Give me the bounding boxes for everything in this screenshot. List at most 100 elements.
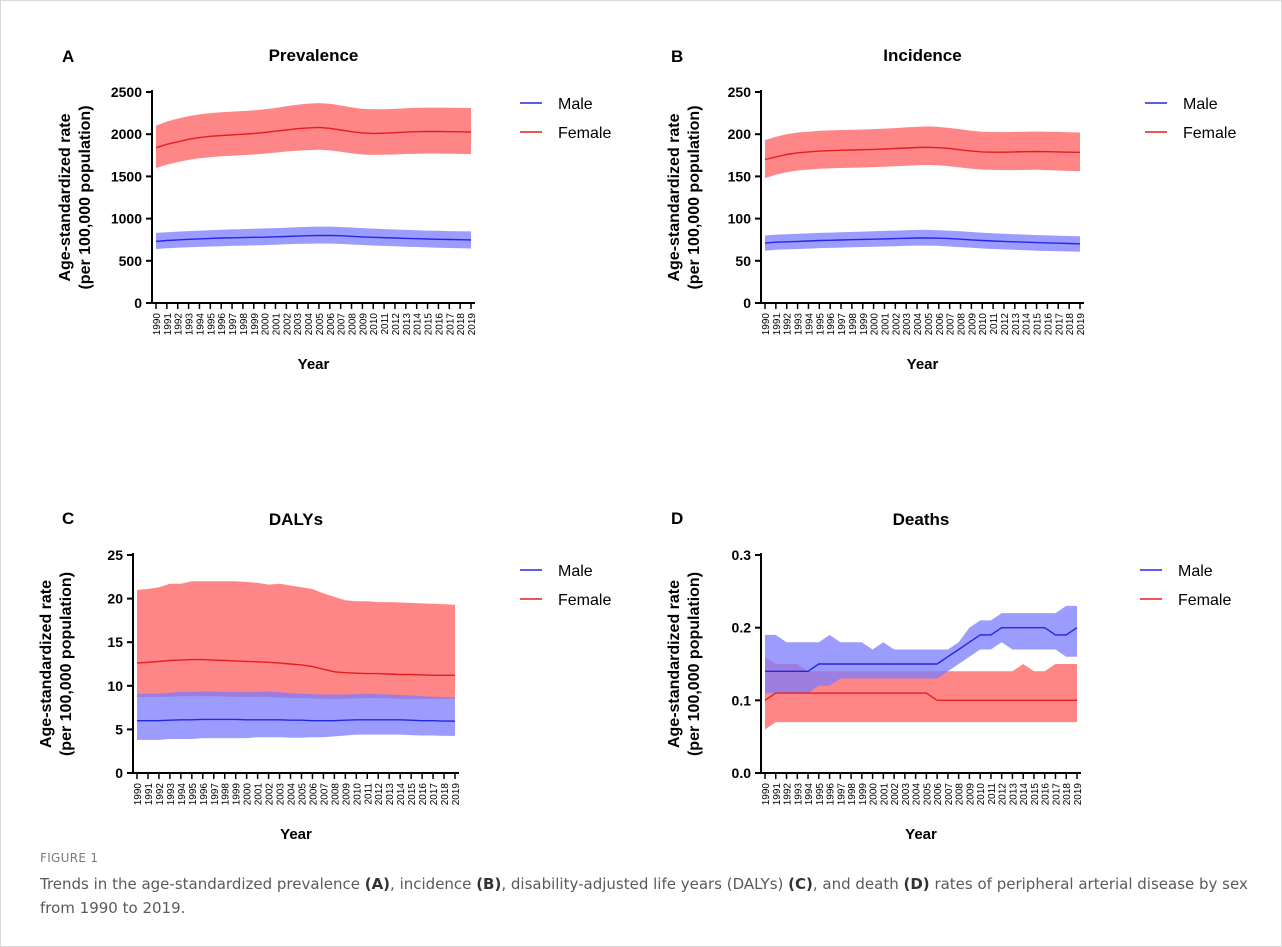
x-tick-label: 2013 [385, 783, 396, 806]
x-tick-label: 2003 [901, 783, 912, 806]
y-tick-label: 0.0 [732, 765, 752, 781]
x-tick-label: 1994 [804, 783, 815, 806]
series-line-male [765, 627, 1078, 672]
x-tick-label: 1999 [859, 313, 870, 336]
x-tick-label: 2005 [315, 313, 326, 336]
chart-title: DALYs [269, 510, 323, 529]
caption-panel-ref: (D) [903, 875, 930, 893]
y-tick-label: 2000 [111, 126, 142, 142]
x-tick-label: 2010 [352, 783, 363, 806]
legend-label-female: Female [1183, 125, 1236, 142]
y-axis-label: Age-standardized rate (per 100,000 popula… [57, 105, 94, 289]
x-tick-label: 2003 [293, 313, 304, 336]
x-tick-label: 1990 [152, 313, 163, 336]
x-tick-label: 2012 [374, 783, 385, 806]
x-tick-label: 2000 [870, 313, 881, 336]
x-tick-label: 1993 [793, 783, 804, 806]
x-tick-label: 1996 [826, 313, 837, 336]
y-tick-label: 10 [107, 678, 123, 694]
x-tick-label: 1999 [858, 783, 869, 806]
x-tick-label: 2007 [944, 783, 955, 806]
series-line-female [764, 692, 1077, 701]
x-tick-label: 2014 [396, 783, 407, 806]
x-tick-label: 1992 [783, 313, 794, 336]
x-tick-label: 2004 [912, 783, 923, 806]
x-tick-label: 1990 [761, 313, 772, 336]
x-tick-label: 1992 [783, 783, 794, 806]
x-tick-label: 2000 [869, 783, 880, 806]
x-tick-label: 1993 [166, 783, 177, 806]
x-tick-label: 1998 [847, 783, 858, 806]
x-tick-label: 2012 [391, 313, 402, 336]
chart-panel-c: C DALYs 0 5 10 15 20 25 1990 1991 1992 1993 1994 1995… [38, 509, 611, 843]
y-axis-label-line: (per 100,000 population) [686, 105, 703, 289]
x-tick-label: 2016 [434, 313, 445, 336]
x-tick-label: 2008 [955, 783, 966, 806]
x-tick-label: 1990 [133, 783, 144, 806]
x-tick-label: 2013 [402, 313, 413, 336]
y-tick-label: 150 [728, 168, 752, 184]
uncertainty-band-female [137, 581, 455, 699]
x-tick-label: 2003 [902, 313, 913, 336]
y-axis-label-line: Age-standardized rate [666, 580, 683, 748]
x-tick-label: 2006 [933, 783, 944, 806]
panel-letter: B [671, 47, 683, 66]
x-tick-label: 1994 [195, 313, 206, 336]
y-axis-label-line: (per 100,000 population) [58, 572, 75, 756]
x-tick-label: 1993 [185, 313, 196, 336]
x-tick-label: 2011 [987, 783, 998, 805]
y-axis-label: Age-standardized rate (per 100,000 popula… [38, 572, 75, 756]
figure-label: FIGURE 1 [40, 851, 99, 865]
x-tick-label: 2015 [1030, 783, 1041, 806]
x-tick-label: 2019 [467, 313, 478, 336]
x-tick-label: 2008 [348, 313, 359, 336]
legend-label-female: Female [558, 592, 611, 609]
caption-text-part: , and death [812, 875, 904, 893]
y-tick-label: 1000 [111, 211, 142, 227]
x-tick-label: 1994 [177, 783, 188, 806]
y-axis-label: Age-standardized rate (per 100,000 popula… [666, 105, 703, 289]
x-tick-label: 2001 [271, 313, 282, 336]
legend-label-male: Male [1178, 563, 1213, 580]
x-tick-label: 1991 [772, 313, 783, 336]
y-tick-label: 0 [115, 765, 123, 781]
x-tick-label: 1996 [217, 313, 228, 336]
x-tick-label: 2015 [1033, 313, 1044, 336]
x-tick-label: 2011 [380, 313, 391, 335]
chart-title: Incidence [883, 46, 961, 65]
x-tick-label: 2007 [946, 313, 957, 336]
x-tick-label: 2005 [297, 783, 308, 806]
x-tick-label: 2014 [413, 313, 424, 336]
x-tick-label: 2017 [1054, 313, 1065, 336]
x-tick-label: 1997 [836, 783, 847, 806]
x-tick-label: 2009 [965, 783, 976, 806]
x-tick-label: 2010 [369, 313, 380, 336]
x-tick-label: 1998 [239, 313, 250, 336]
x-tick-label: 2013 [1011, 313, 1022, 336]
x-tick-label: 2017 [429, 783, 440, 806]
x-tick-label: 1993 [794, 313, 805, 336]
y-axis-label-line: (per 100,000 population) [686, 572, 703, 756]
series-line-female [764, 146, 1081, 161]
x-tick-label: 2015 [407, 783, 418, 806]
x-tick-label: 2019 [451, 783, 462, 806]
y-tick-label: 1500 [111, 168, 142, 184]
x-tick-label: 2000 [261, 313, 272, 336]
figure-caption: Trends in the age-standardized prevalenc… [40, 872, 1250, 920]
x-tick-label: 1991 [163, 313, 174, 336]
x-tick-label: 1997 [210, 783, 221, 806]
x-tick-label: 1996 [199, 783, 210, 806]
x-tick-label: 2014 [1019, 783, 1030, 806]
x-tick-label: 2018 [1065, 313, 1076, 336]
x-tick-label: 2005 [924, 313, 935, 336]
x-tick-label: 2009 [967, 313, 978, 336]
x-tick-label: 2001 [879, 783, 890, 806]
y-axis-label-line: Age-standardized rate [57, 113, 74, 281]
x-tick-label: 2018 [1062, 783, 1073, 806]
x-tick-label: 1997 [228, 313, 239, 336]
x-tick-label: 2011 [363, 783, 374, 805]
x-tick-label: 2016 [418, 783, 429, 806]
uncertainty-band-male [156, 226, 471, 249]
y-tick-label: 0.3 [732, 547, 752, 563]
